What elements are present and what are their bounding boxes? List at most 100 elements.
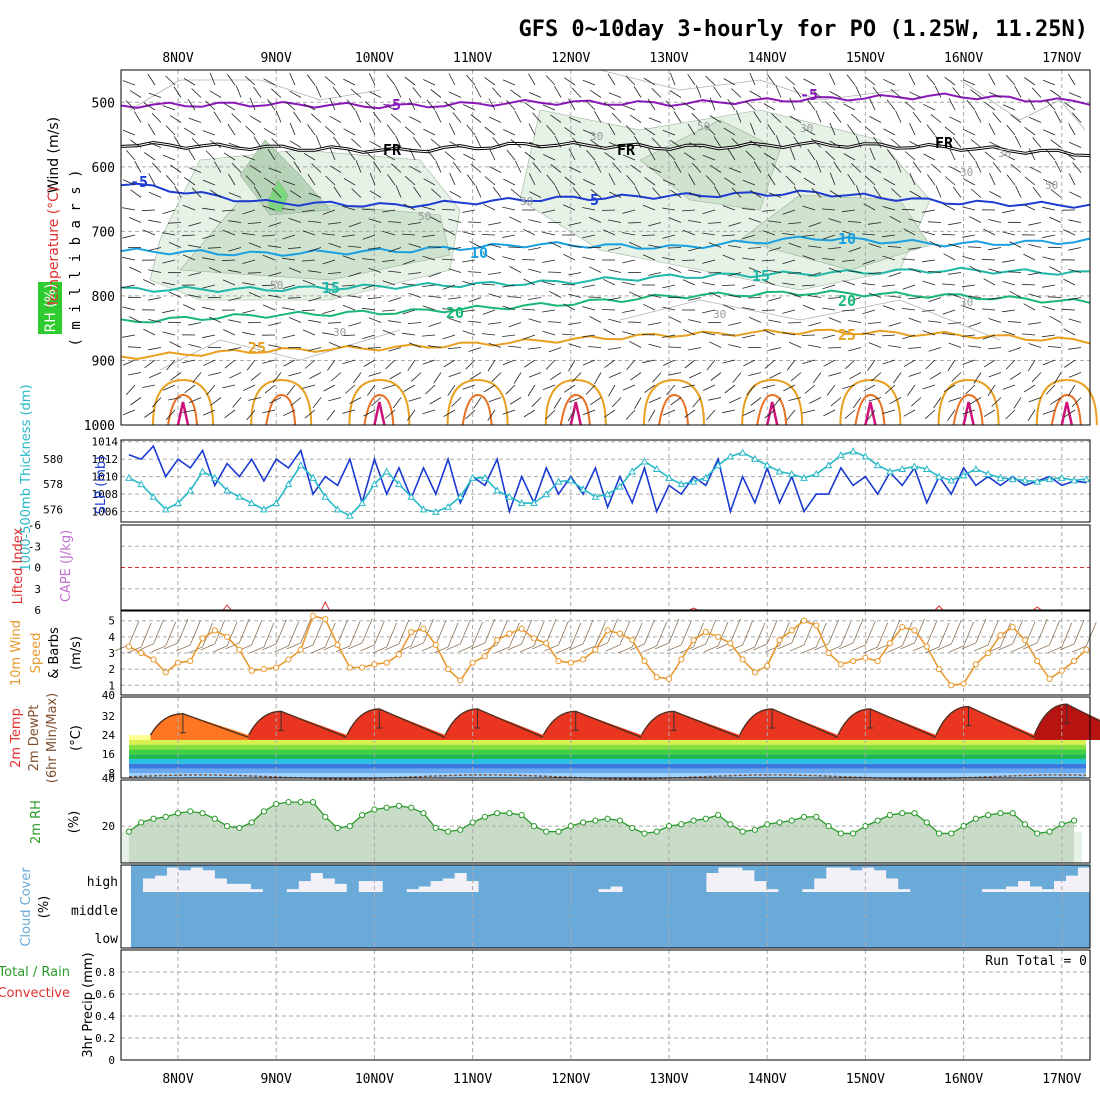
wind-barb — [688, 270, 701, 273]
rh-marker — [495, 811, 500, 816]
wind-barb — [590, 398, 601, 405]
wind-barb — [988, 248, 1001, 250]
isotherm-label: 20 — [838, 292, 856, 310]
wind-barb — [595, 373, 602, 384]
wind-barb — [568, 273, 581, 276]
rh-marker — [654, 829, 659, 834]
wind-barb — [884, 129, 896, 135]
wind-barb — [308, 348, 321, 351]
wind-speed-line-marker — [998, 633, 1003, 638]
cloud-high-clear — [167, 868, 179, 892]
wind-barb — [634, 87, 641, 98]
wind-barb — [630, 341, 642, 347]
wind-barb — [648, 99, 655, 110]
cloud-high-bar — [443, 865, 455, 879]
wind-barb — [963, 256, 976, 260]
wind-speed-line-marker — [163, 670, 168, 675]
wind-barb — [608, 270, 621, 273]
wind-barb — [785, 77, 795, 86]
wind-barb — [502, 335, 515, 337]
wind-barb — [908, 385, 916, 396]
wind-barb-10m — [250, 647, 264, 653]
wind-barb — [449, 92, 461, 98]
cloud-high-bar — [874, 865, 886, 870]
wind-barb — [169, 342, 181, 348]
wind-barb — [1055, 111, 1061, 122]
wind-barb-10m — [878, 623, 888, 647]
wind-barb — [609, 385, 616, 396]
isotherm-loop-hot — [374, 402, 384, 425]
rh-marker — [728, 822, 733, 827]
rh-marker — [458, 827, 463, 832]
wind-barb — [773, 398, 781, 408]
wind-barb — [923, 281, 935, 285]
cloud-high-bar — [1054, 865, 1066, 881]
wind-barb — [1051, 140, 1061, 148]
wind-barb — [149, 192, 161, 197]
wind-barb — [649, 398, 661, 403]
cloud-high-bar — [347, 865, 359, 892]
wind-barb — [528, 385, 535, 396]
wind-barb — [612, 398, 621, 408]
wind-barb — [776, 86, 781, 98]
cloud-high-bar — [275, 865, 287, 892]
wind-barb — [989, 74, 995, 85]
date-label-top: 10NOV — [355, 51, 394, 66]
wind-speed-line-marker — [237, 647, 242, 652]
cloud-high-bar — [611, 865, 623, 887]
cloud-high-bar — [958, 865, 970, 892]
cloud-high-clear — [1030, 887, 1042, 892]
ylabel-millibars: ( m i l l i b a r s ) — [68, 169, 84, 346]
wind-barb — [316, 135, 321, 147]
wind-barb — [1025, 177, 1035, 185]
wind-barb — [1046, 100, 1055, 110]
wind-barb — [848, 321, 861, 323]
wind-barb — [488, 273, 501, 275]
wind-barb — [515, 111, 521, 123]
cloud-high-clear — [419, 887, 431, 892]
wind-barb — [882, 285, 895, 286]
wind-barb — [813, 373, 821, 383]
wind-barb — [333, 87, 341, 97]
wind-barb — [668, 373, 681, 376]
wind-barb — [308, 124, 316, 135]
cloud-high-bar — [551, 865, 563, 892]
wind-barb — [144, 153, 155, 161]
wind-barb — [805, 385, 815, 393]
wind-barb — [528, 220, 541, 223]
wind-barb — [542, 282, 555, 285]
wind-barb — [887, 100, 895, 110]
rh-marker — [237, 825, 242, 830]
wind-barb — [588, 297, 601, 298]
wind-barb — [210, 73, 215, 85]
wind-barb-10m — [374, 621, 384, 645]
wind-barb-10m — [755, 623, 765, 647]
rh-marker — [384, 805, 389, 810]
wind-barb — [572, 88, 581, 98]
wind-speed-line-marker — [961, 681, 966, 686]
wind-barb — [923, 385, 935, 389]
wind-barb — [765, 360, 775, 368]
wind-barb — [922, 260, 935, 262]
cloud-high-bar — [491, 865, 503, 892]
wind-barb — [1028, 273, 1041, 275]
wind-barb — [313, 398, 321, 408]
rh-marker — [838, 831, 843, 836]
wind-barb — [962, 285, 975, 287]
wind-barb — [652, 88, 661, 97]
wind-barb-10m — [460, 620, 470, 644]
wind-barb — [943, 310, 955, 314]
rh-marker — [998, 811, 1003, 816]
wind-barb — [225, 360, 235, 368]
wind-barb — [307, 75, 315, 85]
wind-barb — [1023, 205, 1035, 211]
wind-barb — [643, 304, 655, 310]
wind-barb — [134, 111, 141, 122]
cloud-high-bar — [1042, 865, 1054, 889]
wind-barb — [847, 75, 855, 85]
wind-barb-10m — [790, 645, 804, 651]
wind-barb — [188, 99, 195, 110]
wind-barb — [1064, 360, 1075, 368]
wind-barb — [128, 373, 141, 376]
